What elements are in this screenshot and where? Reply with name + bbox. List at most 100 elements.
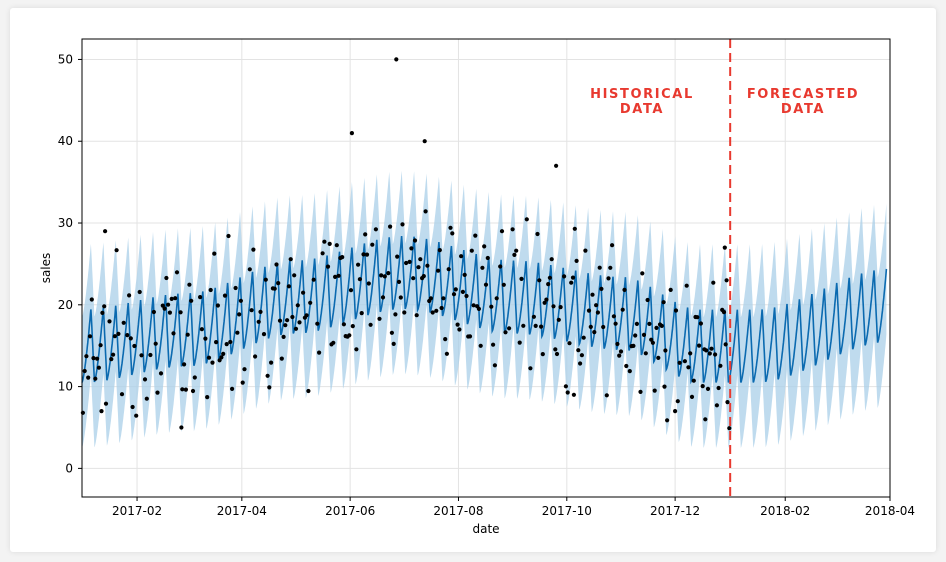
- observed-point: [306, 388, 311, 394]
- observed-point: [441, 296, 446, 301]
- observed-point: [565, 390, 570, 395]
- observed-point: [467, 334, 473, 339]
- observed-point: [283, 323, 288, 328]
- annotation-line2: DATA: [781, 102, 825, 117]
- observed-point: [551, 304, 556, 309]
- observed-point: [547, 275, 553, 280]
- observed-point: [292, 273, 297, 278]
- observed-point: [485, 255, 490, 261]
- observed-point: [208, 287, 213, 293]
- observed-point: [650, 340, 656, 345]
- observed-point: [219, 355, 224, 360]
- observed-point: [139, 353, 144, 358]
- observed-point: [233, 285, 238, 291]
- observed-point: [425, 263, 430, 268]
- observed-point: [240, 380, 245, 385]
- observed-point: [542, 300, 547, 305]
- x-tick-label: 2017-02: [112, 504, 162, 518]
- observed-point: [95, 356, 100, 361]
- observed-point: [451, 292, 457, 297]
- observed-point: [535, 231, 540, 237]
- observed-point: [665, 418, 670, 423]
- observed-point: [128, 336, 133, 341]
- observed-point: [436, 268, 441, 273]
- observed-point: [389, 330, 394, 335]
- x-tick-label: 2017-06: [325, 504, 375, 518]
- observed-point: [633, 333, 638, 338]
- observed-point: [112, 334, 117, 339]
- observed-point: [663, 348, 668, 353]
- observed-point: [713, 352, 718, 357]
- observed-point: [293, 326, 299, 331]
- observed-point: [89, 297, 94, 302]
- observed-point: [179, 425, 184, 430]
- observed-point: [567, 341, 572, 346]
- observed-point: [404, 260, 409, 266]
- observed-point: [290, 314, 295, 320]
- observed-point: [604, 393, 609, 398]
- observed-point: [317, 350, 322, 355]
- observed-point: [349, 131, 354, 136]
- observed-point: [592, 330, 597, 335]
- observed-point: [572, 226, 577, 231]
- observed-point: [689, 394, 695, 399]
- observed-point: [579, 353, 585, 358]
- observed-point: [242, 367, 247, 372]
- observed-point: [103, 229, 108, 234]
- observed-point: [182, 362, 187, 367]
- observed-point: [169, 296, 174, 301]
- observed-point: [597, 265, 602, 270]
- observed-point: [364, 252, 370, 257]
- observed-point: [723, 342, 728, 347]
- observed-point: [539, 324, 544, 329]
- observed-point: [388, 224, 393, 229]
- observed-point: [618, 349, 624, 354]
- x-tick-label: 2017-04: [217, 504, 267, 518]
- y-tick-label: 30: [58, 216, 73, 230]
- observed-point: [391, 341, 396, 346]
- observed-point: [418, 257, 423, 262]
- observed-point: [473, 233, 478, 238]
- observed-point: [721, 310, 727, 315]
- plot-frame: [81, 38, 891, 498]
- observed-point: [171, 331, 176, 336]
- observed-point: [576, 348, 581, 353]
- observed-point: [382, 274, 387, 279]
- observed-point: [574, 258, 579, 263]
- observed-point: [174, 270, 180, 275]
- observed-point: [178, 310, 183, 315]
- observed-point: [578, 361, 583, 366]
- observed-point: [469, 248, 474, 253]
- observed-point: [722, 245, 727, 250]
- observed-point: [562, 274, 567, 279]
- observed-point: [103, 401, 109, 406]
- observed-point: [221, 351, 226, 356]
- observed-point: [173, 296, 178, 301]
- observed-point: [263, 277, 268, 282]
- observed-point: [662, 384, 667, 389]
- observed-point: [434, 308, 439, 313]
- observed-point: [727, 426, 732, 431]
- observed-point: [82, 368, 87, 374]
- observed-point: [492, 363, 497, 368]
- y-tick-label: 20: [58, 298, 73, 312]
- observed-point: [279, 356, 284, 361]
- observed-point: [422, 139, 427, 144]
- observed-point: [127, 293, 132, 298]
- observed-point: [480, 265, 485, 270]
- observed-point: [151, 309, 156, 315]
- observed-point: [647, 321, 652, 326]
- observed-point: [137, 289, 142, 295]
- observed-point: [540, 352, 545, 357]
- observed-point: [96, 365, 101, 370]
- observed-point: [265, 373, 270, 378]
- observed-point: [189, 298, 194, 303]
- observed-point: [428, 296, 433, 301]
- observed-point: [167, 310, 172, 315]
- observed-point: [549, 257, 554, 262]
- y-axis-title: sales: [39, 253, 53, 284]
- observed-point: [510, 227, 515, 232]
- observed-point: [267, 385, 272, 390]
- observed-point: [331, 340, 336, 345]
- observed-point: [453, 287, 458, 292]
